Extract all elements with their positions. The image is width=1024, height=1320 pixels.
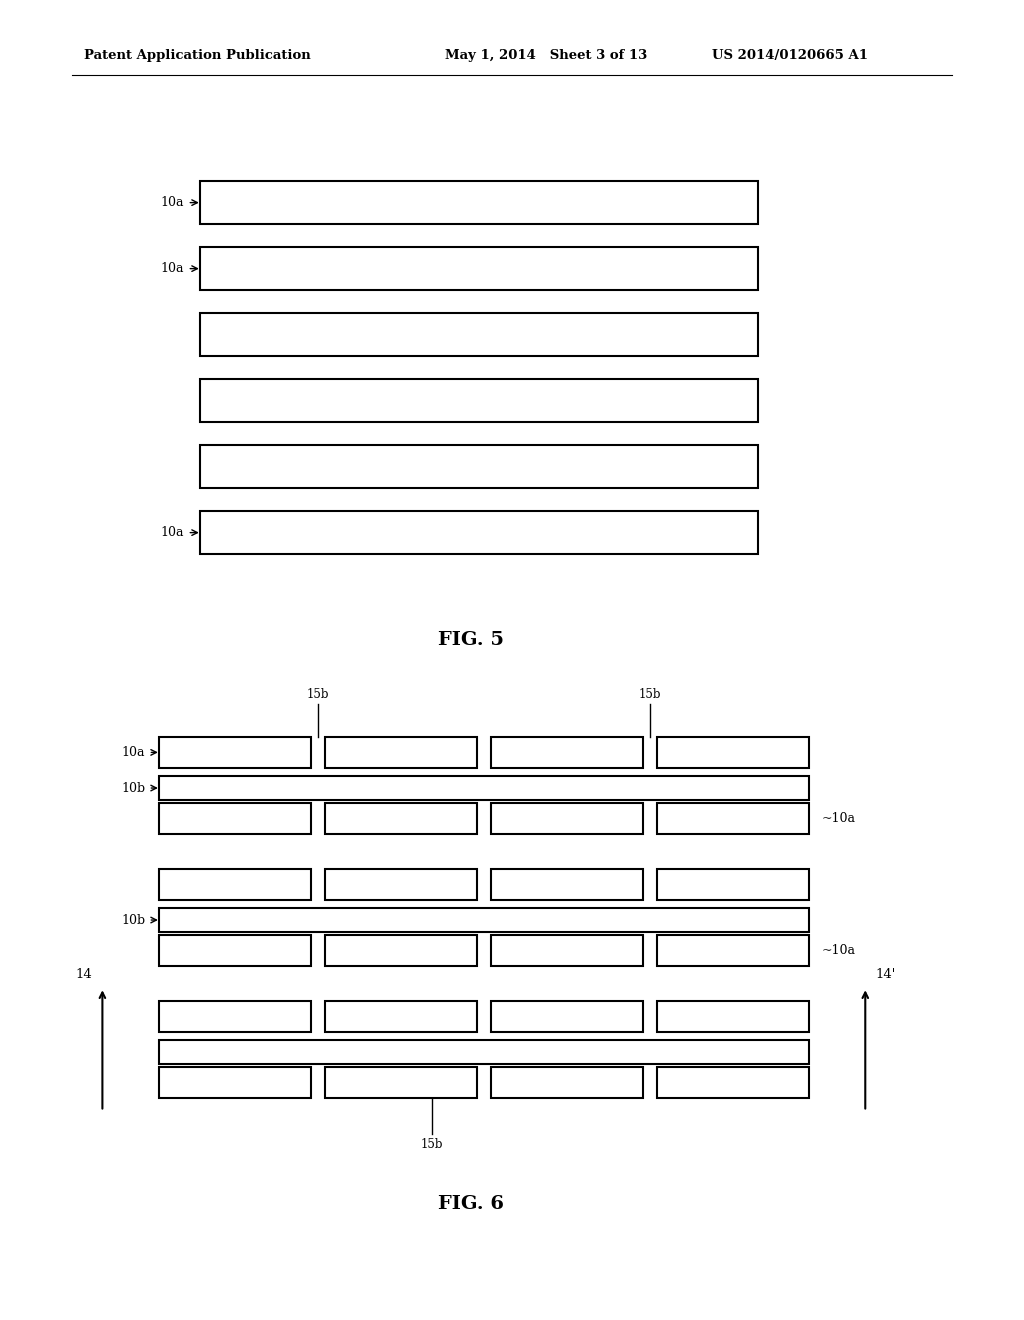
Text: 10b: 10b [121,781,145,795]
Bar [657,935,809,966]
Text: FIG. 5: FIG. 5 [438,631,504,649]
Bar [492,803,643,834]
Text: ~10a: ~10a [821,944,855,957]
Text: 10a: 10a [161,527,184,539]
Bar [159,869,310,900]
Bar [492,935,643,966]
Bar [325,935,477,966]
Text: ~10a: ~10a [821,812,855,825]
Bar [159,737,310,768]
Bar [159,1040,809,1064]
Bar [492,869,643,900]
Bar [200,379,758,422]
Bar [492,737,643,768]
Bar [325,1067,477,1098]
Bar [657,1001,809,1032]
Text: 14: 14 [76,968,92,981]
Bar [657,803,809,834]
Text: 15b: 15b [306,688,329,701]
Text: 14': 14' [876,968,896,981]
Bar [200,511,758,554]
Bar [492,1067,643,1098]
Text: US 2014/0120665 A1: US 2014/0120665 A1 [712,49,867,62]
Text: FIG. 6: FIG. 6 [438,1195,504,1213]
Text: 10a: 10a [161,197,184,209]
Bar [657,1067,809,1098]
Bar [325,737,477,768]
Text: 10b: 10b [121,913,145,927]
Text: 10a: 10a [122,746,145,759]
Bar [159,908,809,932]
Bar [200,445,758,488]
Bar [492,1001,643,1032]
Bar [657,869,809,900]
Bar [159,1067,310,1098]
Bar [159,935,310,966]
Text: May 1, 2014   Sheet 3 of 13: May 1, 2014 Sheet 3 of 13 [445,49,648,62]
Bar [159,803,310,834]
Text: 15b: 15b [421,1138,443,1151]
Bar [159,776,809,800]
Bar [200,313,758,356]
Text: 15b: 15b [639,688,662,701]
Bar [325,869,477,900]
Bar [200,247,758,290]
Bar [159,1001,310,1032]
Bar [325,1001,477,1032]
Bar [657,737,809,768]
Text: Patent Application Publication: Patent Application Publication [84,49,310,62]
Bar [325,803,477,834]
Text: 10a: 10a [161,263,184,275]
Bar [200,181,758,224]
